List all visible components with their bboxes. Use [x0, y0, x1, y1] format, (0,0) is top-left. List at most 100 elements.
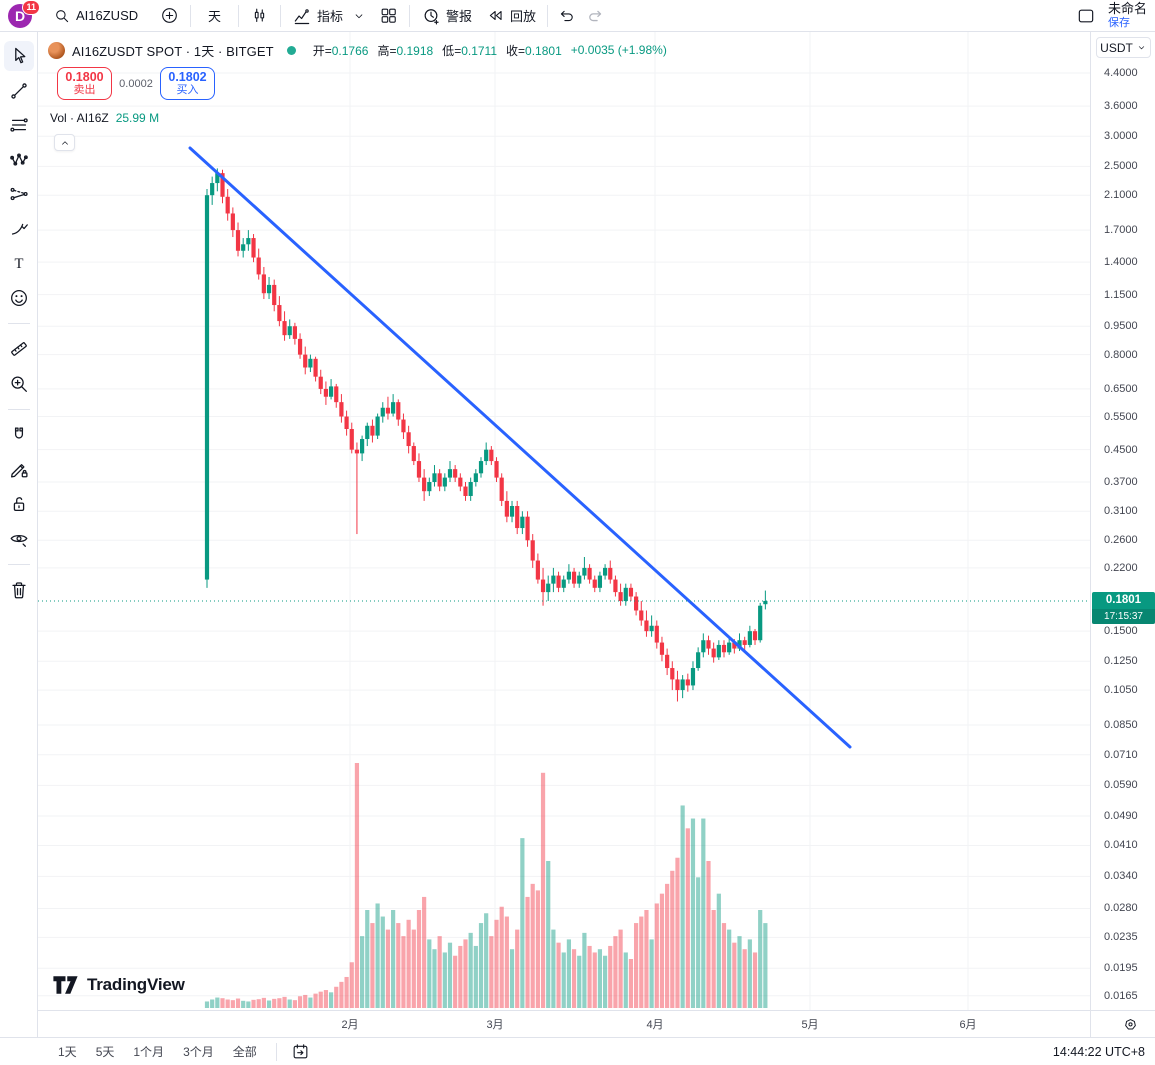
candle-body [608, 567, 613, 580]
price-tick-label: 1.1500 [1104, 288, 1138, 301]
axis-corner [1090, 1010, 1155, 1037]
symbol-row[interactable]: AI16ZUSDT SPOT · 1天 · BITGET 开=0.1766 高=… [48, 40, 667, 60]
buy-button[interactable]: 0.1802 买入 [160, 67, 215, 100]
clock-timezone[interactable]: 14:44:22 UTC+8 [1052, 1044, 1145, 1059]
tradingview-watermark: TradingView [52, 974, 185, 996]
volume-bar [453, 955, 458, 1008]
price-tick-label: 0.0490 [1104, 809, 1138, 822]
volume-bar [535, 890, 540, 1008]
volume-bar [649, 939, 654, 1008]
volume-bar [463, 939, 468, 1008]
spread-value: 0.0002 [119, 77, 153, 90]
compare-add-button[interactable] [153, 2, 186, 30]
volume-bar [422, 896, 427, 1008]
open-value: 0.1766 [331, 43, 369, 58]
range-button-1个月[interactable]: 1个月 [133, 1045, 165, 1059]
time-axis[interactable]: 2月 3月 4月 5月 6月 [38, 1010, 1090, 1037]
price-axis[interactable]: USDT 0.1801 17:15:37 4.4000 3.6000 3.0000 2… [1090, 32, 1155, 1010]
layout-window-icon [1078, 9, 1094, 22]
current-price-badge[interactable]: 0.1801 17:15:37 [1092, 591, 1155, 624]
user-menu[interactable]: D 11 [8, 0, 40, 29]
chart-style-button[interactable] [243, 2, 276, 30]
currency-toggle[interactable]: USDT [1096, 37, 1151, 58]
alert-button[interactable]: 警报 [414, 2, 479, 30]
tool-emoji[interactable] [4, 283, 34, 313]
price-tick-label: 0.0165 [1104, 989, 1138, 1002]
chart-plot-area[interactable]: TradingView AI16ZUSDT SPOT · 1天 · BITGET… [38, 32, 1090, 1010]
range-button-5天[interactable]: 5天 [95, 1045, 115, 1059]
tool-hide-drawings[interactable] [4, 524, 34, 554]
time-tick-label: 4月 [646, 1019, 664, 1031]
layout-grid-button[interactable] [372, 2, 405, 30]
market-status-dot[interactable] [286, 45, 296, 55]
interval-button[interactable]: 天 [201, 2, 228, 30]
tool-trend-line[interactable] [4, 76, 34, 106]
legend-collapse-button[interactable] [54, 134, 75, 151]
candle-body [463, 486, 468, 496]
redo-button[interactable] [581, 2, 610, 30]
tool-text[interactable]: T [4, 248, 34, 278]
tool-lock-all[interactable] [4, 489, 34, 519]
price-tick-label: 2.1000 [1104, 189, 1138, 202]
candle-body [484, 449, 489, 462]
tool-fib-retracement[interactable] [4, 110, 34, 140]
tool-drawing-lock[interactable] [4, 455, 34, 485]
sell-button[interactable]: 0.1800 卖出 [57, 67, 112, 100]
replay-label: 回放 [510, 9, 537, 24]
indicators-templates-button[interactable] [350, 2, 368, 30]
tool-forecast[interactable] [4, 179, 34, 209]
volume-bar [556, 942, 561, 1008]
tool-brush[interactable] [4, 214, 34, 244]
layout-name-block[interactable]: 未命名 保存 [1107, 0, 1147, 30]
select-layout-button[interactable] [1072, 2, 1100, 30]
candle-body [515, 505, 520, 529]
trendline-drawing[interactable] [188, 146, 852, 749]
layout-title[interactable]: 未命名 [1107, 0, 1147, 16]
volume-indicator-row[interactable]: Vol · AI16Z 25.99 M [50, 111, 667, 125]
volume-bar [763, 923, 768, 1008]
trend-line-icon [10, 82, 27, 99]
candle-body [665, 654, 670, 669]
volume-bar [370, 923, 375, 1008]
volume-bar [287, 999, 292, 1008]
chart-settings-button[interactable] [1122, 1016, 1139, 1033]
range-button-全部[interactable]: 全部 [232, 1045, 257, 1059]
volume-bar [747, 939, 752, 1008]
candle-body [706, 640, 711, 649]
tool-remove-drawings[interactable] [4, 575, 34, 605]
volume-bar [204, 1001, 210, 1008]
undo-button[interactable] [552, 2, 581, 30]
symbol-search-button[interactable]: AI16ZUSDT [46, 2, 145, 30]
divider [409, 4, 411, 27]
divider [238, 4, 240, 27]
candle-body [313, 358, 318, 377]
replay-button[interactable]: 回放 [479, 2, 543, 30]
price-tick-label: 0.1500 [1104, 625, 1138, 638]
volume-bar [354, 762, 360, 1008]
price-tick-label: 0.0590 [1104, 779, 1138, 792]
tool-ruler[interactable] [4, 334, 34, 364]
volume-bar [732, 942, 737, 1008]
candlestick-chart[interactable] [38, 32, 1090, 1010]
price-tick-label: 0.4500 [1104, 443, 1138, 456]
indicators-button[interactable]: 指标 [285, 2, 350, 30]
fib-retracement-icon [9, 118, 28, 132]
symbol-title[interactable]: AI16ZUSDT SPOT · 1天 · BITGET [72, 43, 274, 59]
volume-bar [489, 936, 494, 1008]
volume-bar [654, 903, 659, 1008]
sell-label: 卖出 [73, 84, 96, 97]
volume-bar [380, 916, 385, 1008]
search-icon [56, 9, 69, 22]
tool-magnet[interactable] [4, 420, 34, 450]
tool-xabcd-pattern[interactable] [4, 145, 34, 175]
go-to-date-button[interactable] [291, 1042, 310, 1061]
tool-cursor[interactable] [3, 41, 34, 71]
volume-bar [246, 1001, 251, 1008]
range-button-1天[interactable]: 1天 [58, 1045, 77, 1059]
current-price: 0.1801 [1105, 593, 1142, 606]
save-layout-link[interactable]: 保存 [1107, 16, 1130, 29]
price-tick-label: 4.4000 [1104, 67, 1138, 79]
range-button-3个月[interactable]: 3个月 [183, 1045, 214, 1059]
volume-bar [742, 949, 747, 1008]
tool-zoom-in[interactable] [4, 369, 34, 399]
